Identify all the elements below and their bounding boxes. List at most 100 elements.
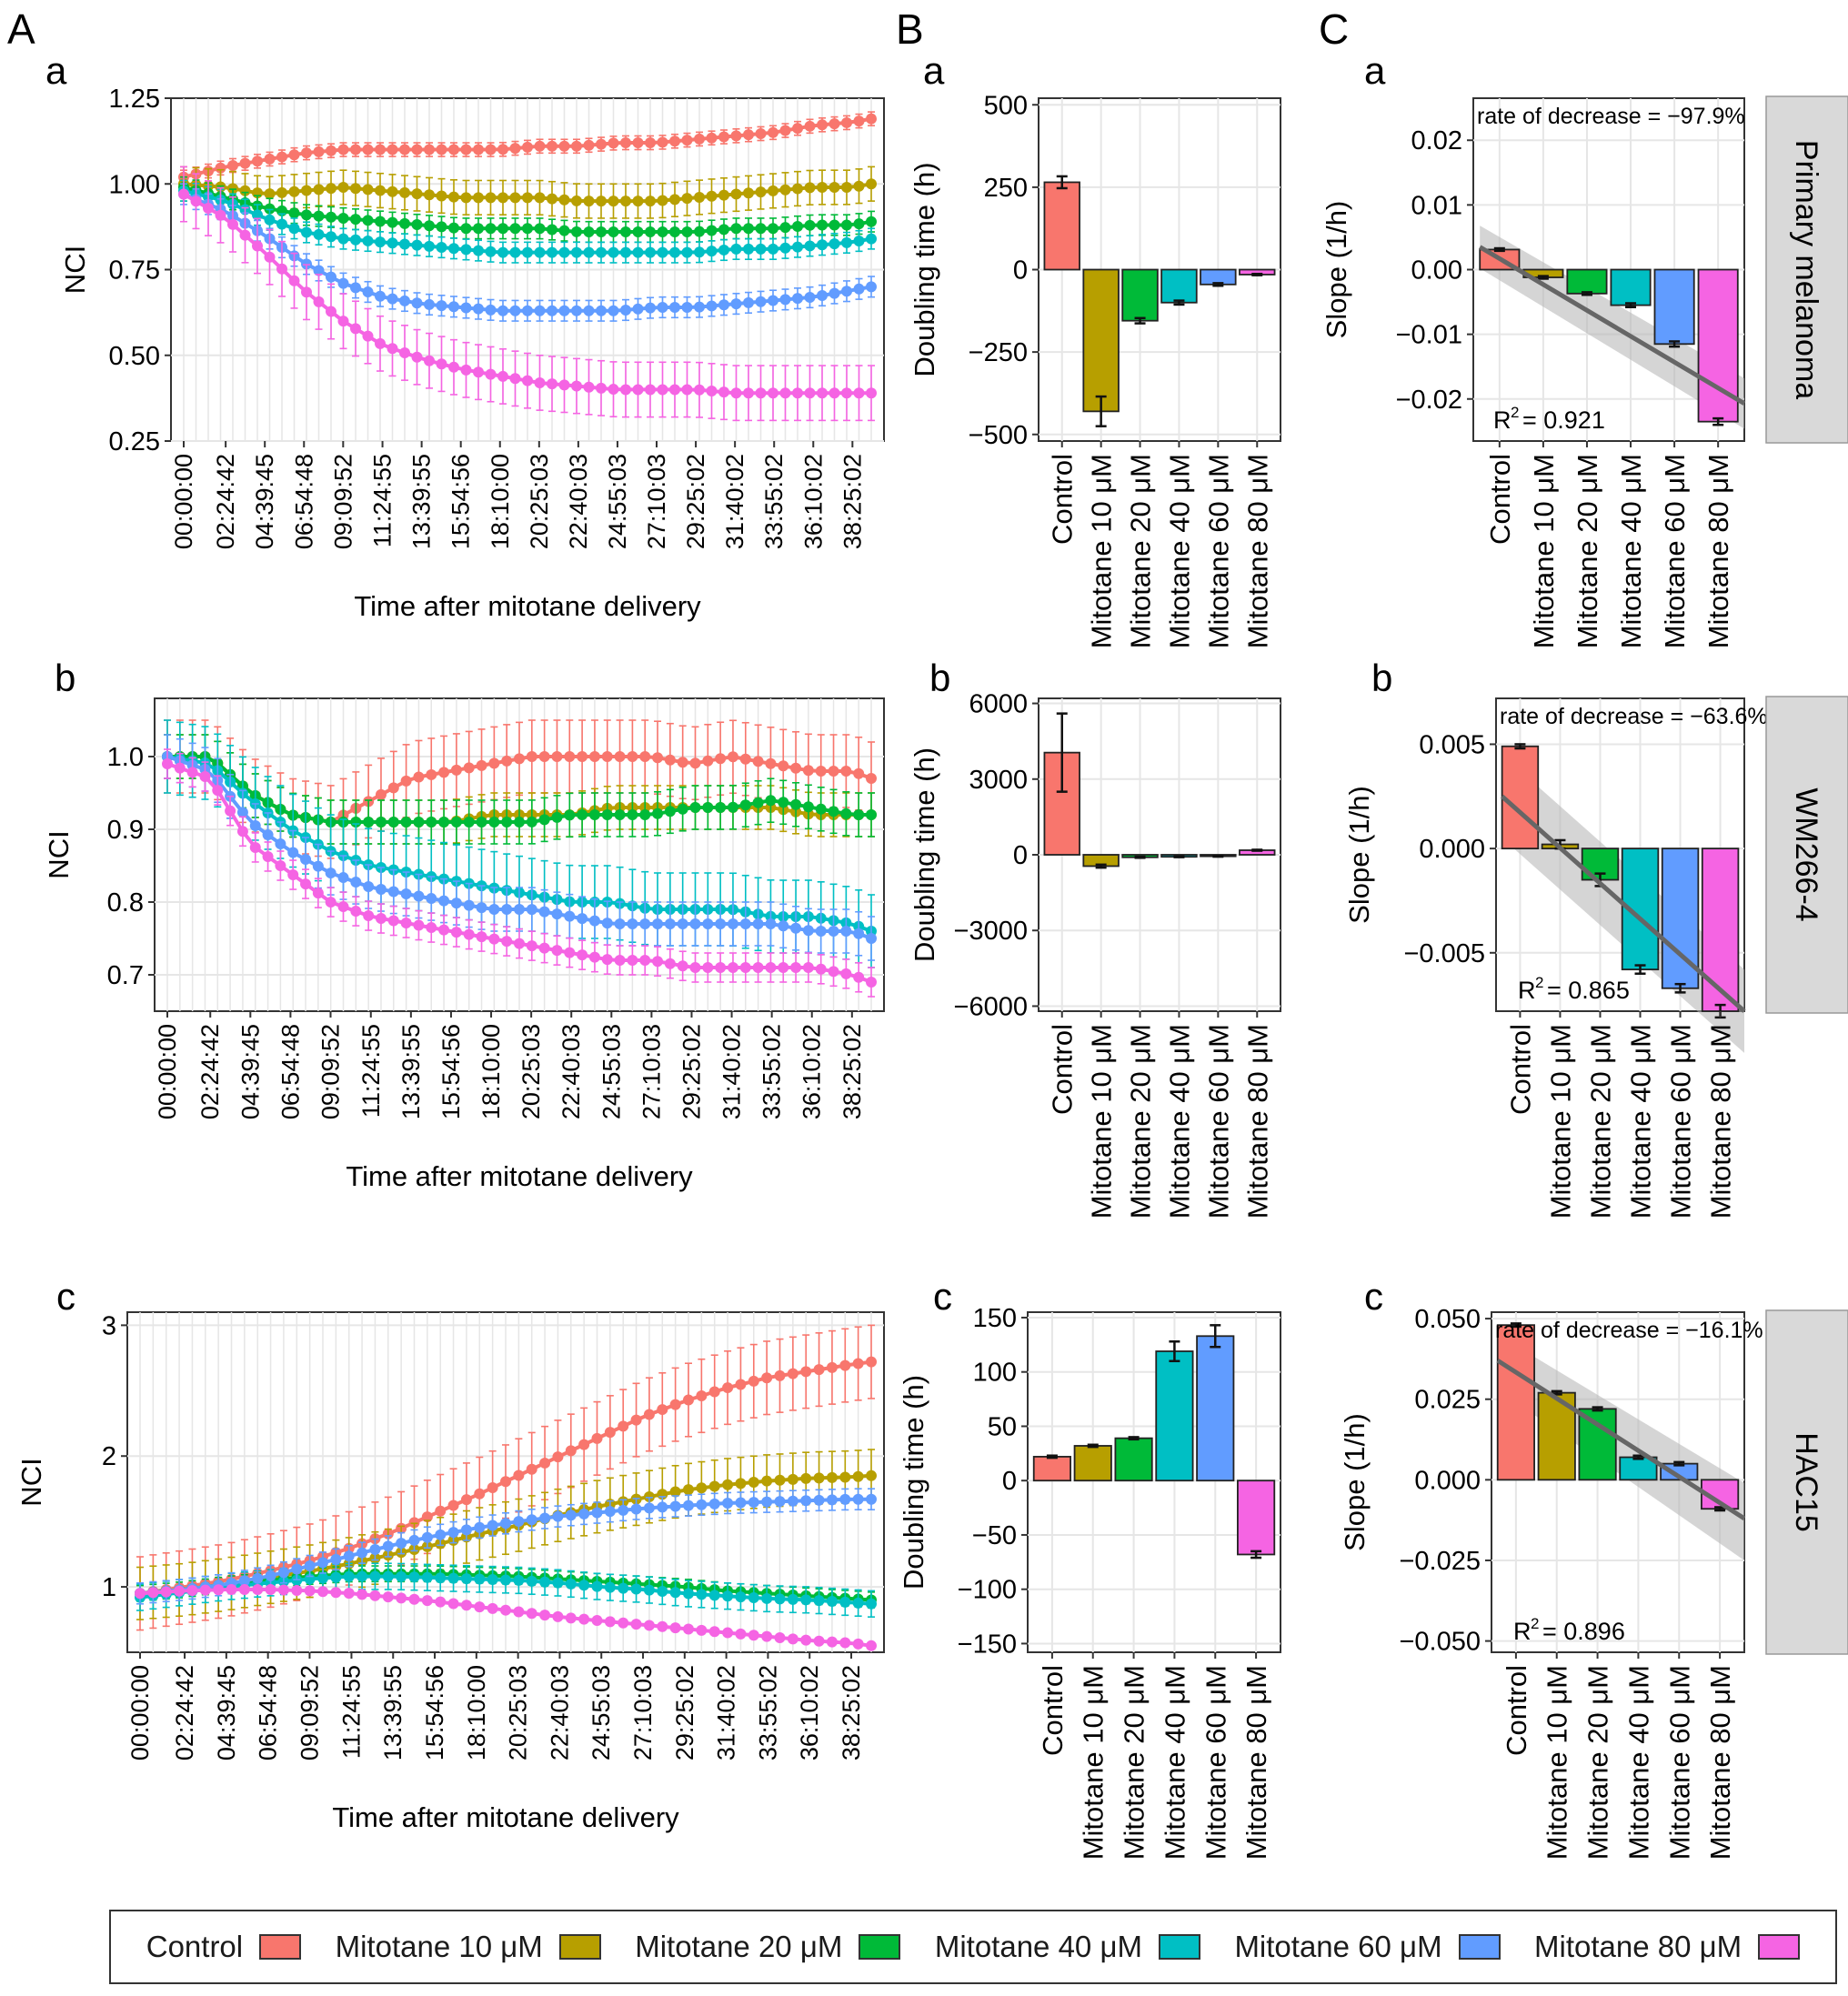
data-point	[513, 1606, 525, 1618]
r2-value: = 0.865	[1547, 977, 1630, 1004]
data-point	[350, 214, 361, 226]
data-point	[669, 1622, 681, 1634]
x-tick-label: 02:24:42	[212, 454, 239, 549]
data-point	[463, 899, 475, 911]
data-point	[718, 189, 729, 201]
bar-mitotane-60-um	[1196, 1335, 1235, 1482]
data-point	[463, 817, 475, 827]
data-point	[362, 215, 374, 226]
y-axis-title: NCI	[59, 246, 91, 294]
y-tick-label: 1.0	[107, 743, 144, 772]
data-point	[236, 826, 248, 838]
r2-label: R	[1513, 1618, 1532, 1645]
data-point	[448, 243, 459, 255]
data-point	[689, 918, 701, 929]
data-point	[436, 358, 447, 370]
data-point	[399, 346, 410, 358]
data-point	[147, 1587, 159, 1599]
data-point	[497, 223, 508, 235]
data-point	[369, 1590, 381, 1601]
data-point	[564, 751, 576, 762]
data-point	[577, 751, 588, 762]
data-point	[488, 933, 500, 945]
chart-a-c: 1 2 3 00:00:00 02:24:42 04:39:45 06:54:48 09:09…	[15, 1311, 885, 1833]
data-point	[252, 1572, 264, 1584]
data-point	[313, 265, 325, 276]
data-point	[702, 918, 714, 929]
data-point	[565, 1510, 577, 1521]
data-point	[212, 785, 224, 797]
data-point	[578, 1580, 590, 1591]
legend-key-mitotane-20	[859, 1934, 901, 1960]
r2-value: = 0.921	[1522, 406, 1605, 434]
data-point	[326, 306, 336, 317]
data-point	[639, 751, 651, 762]
data-point	[564, 809, 576, 821]
data-point	[604, 1581, 616, 1593]
legend-key-mitotane-10	[558, 1934, 601, 1960]
data-point	[743, 129, 754, 141]
data-point	[722, 1479, 734, 1490]
data-point	[739, 918, 751, 929]
data-point	[694, 301, 705, 313]
data-point	[277, 1584, 289, 1596]
facet-strip-label: Primary melanoma	[1789, 140, 1823, 399]
data-point	[473, 144, 484, 155]
data-point	[815, 803, 827, 815]
x-tick-label: 00:00:00	[170, 454, 197, 549]
data-point	[657, 226, 668, 238]
data-point	[839, 1471, 851, 1483]
data-point	[436, 242, 447, 254]
series-mitotane-60-um	[162, 734, 877, 961]
regression-line	[1478, 245, 1746, 406]
data-point	[840, 807, 852, 819]
x-tick-label: Control	[1037, 1665, 1069, 1756]
data-point	[526, 940, 537, 952]
data-point	[500, 1604, 511, 1616]
rate-of-decrease-annotation: rate of decrease = −16.1%	[1495, 1318, 1763, 1343]
data-point	[413, 890, 425, 902]
data-point	[421, 1595, 433, 1607]
data-point	[227, 160, 238, 172]
data-point	[350, 906, 362, 918]
data-point	[645, 302, 656, 314]
data-point	[350, 234, 361, 246]
data-point	[596, 246, 607, 258]
data-point	[460, 223, 472, 235]
data-point	[337, 182, 349, 194]
data-point	[539, 1610, 551, 1621]
data-point	[558, 225, 570, 236]
data-point	[436, 300, 447, 312]
data-point	[735, 1497, 747, 1509]
bar-mitotane-20-um	[1578, 1408, 1617, 1481]
data-point	[829, 238, 840, 250]
data-point	[696, 1499, 708, 1510]
data-point	[288, 223, 300, 235]
chart-a-a: 0.25 0.50 0.75 1.00 1.25 00:00:00 02:24:42 04:3…	[59, 85, 885, 622]
data-point	[448, 301, 459, 313]
data-point	[424, 189, 435, 201]
data-point	[618, 1582, 629, 1594]
data-point	[743, 243, 754, 255]
data-point	[722, 1590, 734, 1602]
data-point	[681, 193, 693, 205]
data-point	[815, 963, 827, 975]
data-point	[718, 224, 729, 236]
data-point	[337, 901, 349, 913]
x-tick-label: 29:25:02	[671, 1665, 698, 1760]
data-point	[203, 203, 214, 215]
y-tick-label: −0.02	[1396, 386, 1462, 415]
legend-item-mitotane-40: Mitotane 40 μM	[935, 1930, 1200, 1964]
y-tick-label: 0.00	[1411, 256, 1462, 286]
data-point	[276, 186, 287, 198]
data-point	[768, 223, 778, 235]
data-point	[463, 928, 475, 940]
data-point	[301, 209, 312, 221]
data-point	[413, 817, 425, 827]
legend-key-mitotane-60	[1458, 1934, 1501, 1960]
data-point	[657, 1620, 668, 1632]
data-point	[436, 221, 447, 233]
data-point	[276, 263, 287, 275]
data-point	[683, 1588, 694, 1600]
data-point	[664, 754, 676, 766]
